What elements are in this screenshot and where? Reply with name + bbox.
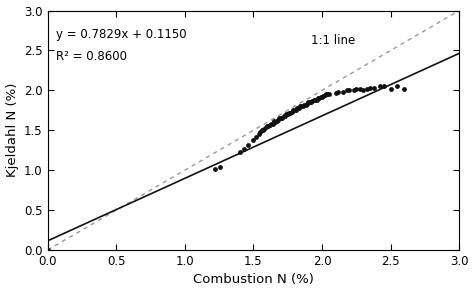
Point [285, 110, 293, 115]
Point [280, 114, 287, 118]
Point [350, 88, 357, 93]
Point [318, 94, 326, 99]
Point [335, 90, 342, 94]
Point [314, 96, 322, 101]
Point [356, 86, 364, 91]
Point [283, 112, 290, 117]
Point [217, 165, 224, 169]
Point [288, 110, 296, 114]
Point [244, 143, 252, 148]
Point [299, 104, 307, 109]
Point [292, 107, 300, 112]
Text: R² = 0.8600: R² = 0.8600 [56, 50, 127, 63]
Point [322, 92, 330, 97]
Point [319, 94, 327, 98]
Point [298, 104, 305, 109]
Point [293, 106, 301, 110]
X-axis label: Combustion N (%): Combustion N (%) [193, 273, 314, 286]
Point [273, 118, 281, 123]
Point [310, 98, 318, 102]
Point [276, 116, 283, 121]
Point [269, 121, 276, 126]
Point [295, 106, 302, 110]
Point [270, 120, 278, 125]
Point [264, 124, 272, 129]
Point [343, 88, 350, 93]
Point [270, 118, 278, 123]
Y-axis label: Kjeldahl N (%): Kjeldahl N (%) [6, 83, 18, 178]
Point [255, 132, 263, 137]
Point [324, 92, 331, 97]
Point [339, 90, 346, 94]
Point [236, 150, 244, 154]
Point [262, 125, 270, 129]
Point [261, 126, 268, 131]
Point [266, 122, 273, 127]
Point [264, 124, 271, 129]
Point [401, 86, 408, 91]
Text: 1:1 line: 1:1 line [311, 34, 356, 47]
Point [291, 108, 298, 113]
Point [267, 121, 275, 126]
Point [272, 120, 279, 125]
Point [387, 86, 394, 91]
Point [307, 99, 315, 104]
Point [302, 102, 310, 107]
Point [296, 104, 304, 109]
Point [346, 88, 353, 93]
Point [258, 128, 265, 133]
Point [211, 167, 219, 172]
Point [325, 91, 333, 96]
Point [359, 88, 367, 93]
Point [332, 91, 339, 95]
Point [313, 98, 320, 102]
Point [290, 108, 297, 113]
Point [311, 98, 319, 102]
Point [259, 128, 267, 133]
Point [277, 116, 284, 121]
Point [364, 86, 371, 91]
Point [316, 96, 323, 101]
Point [281, 114, 289, 118]
Point [284, 112, 292, 117]
Point [306, 100, 313, 105]
Point [317, 94, 324, 99]
Point [309, 98, 316, 103]
Point [304, 100, 312, 105]
Point [370, 86, 378, 90]
Point [240, 146, 247, 151]
Point [303, 102, 310, 106]
Point [376, 84, 383, 89]
Point [256, 130, 264, 134]
Point [353, 86, 360, 91]
Point [321, 93, 328, 98]
Point [366, 86, 374, 90]
Point [274, 118, 282, 122]
Point [287, 110, 294, 115]
Text: y = 0.7829x + 0.1150: y = 0.7829x + 0.1150 [56, 28, 186, 41]
Point [394, 84, 401, 89]
Point [252, 134, 260, 139]
Point [44, 248, 51, 252]
Point [301, 102, 308, 107]
Point [380, 84, 388, 89]
Point [250, 138, 257, 142]
Point [278, 115, 286, 120]
